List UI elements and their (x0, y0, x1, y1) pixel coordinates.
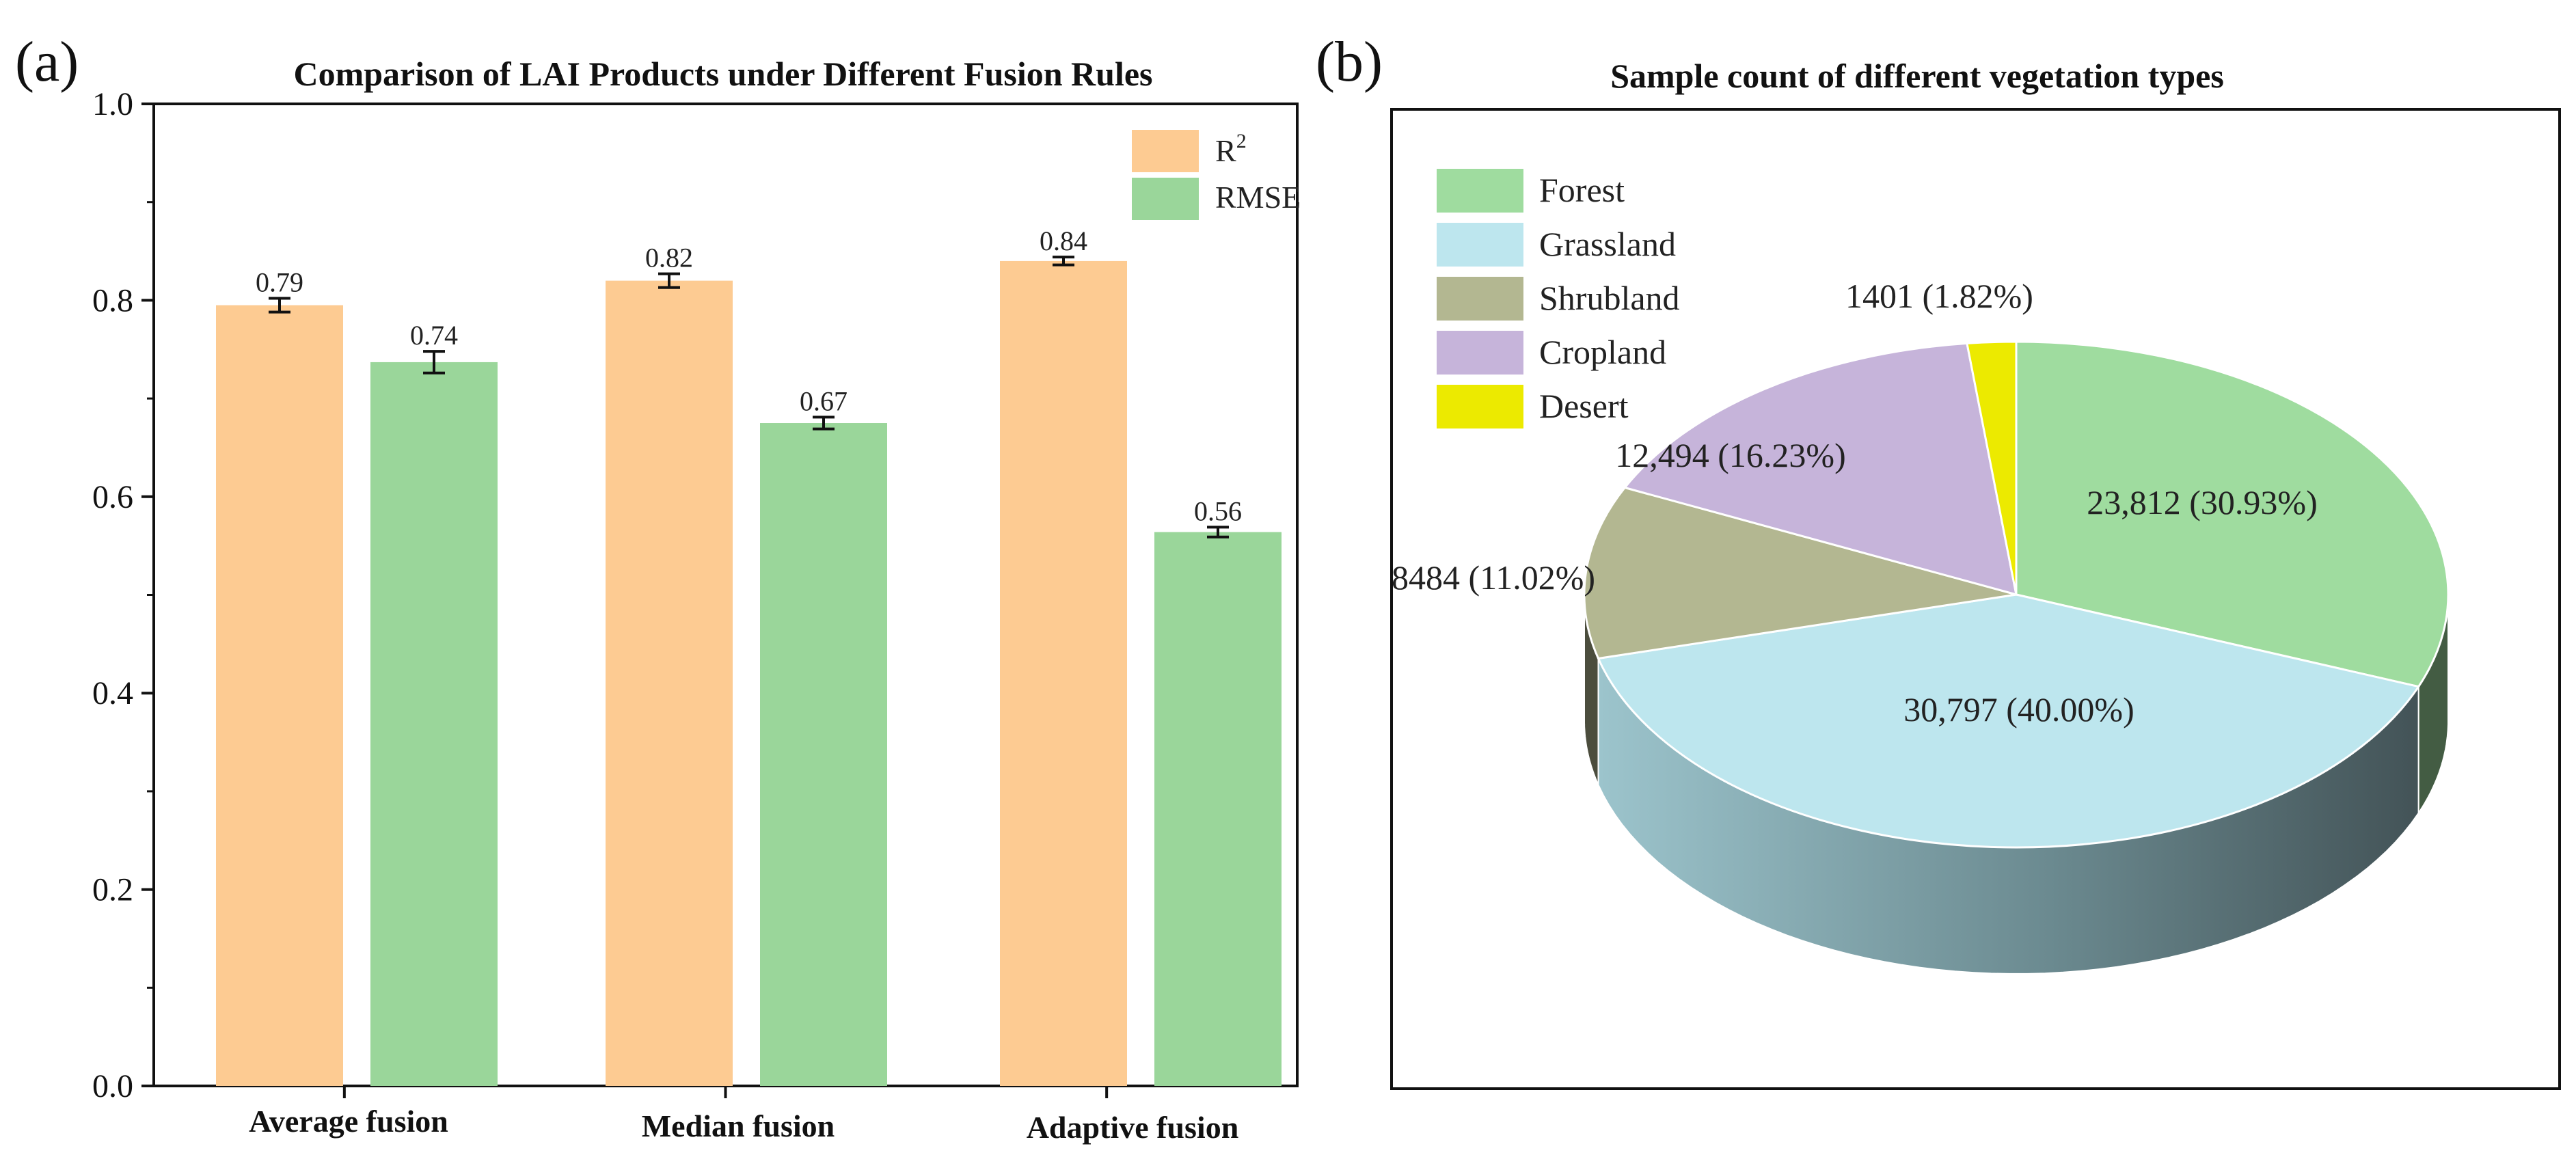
legend-swatch-desert (1437, 385, 1523, 428)
pie-label-desert: 1401 (1.82%) (1845, 277, 2033, 315)
legend-swatch-rmse (1132, 178, 1199, 220)
legend-swatch-r2 (1132, 130, 1199, 172)
pie-label-shrubland: 8484 (11.02%) (1392, 558, 1595, 597)
pie-label-grassland: 30,797 (40.00%) (1903, 690, 2134, 729)
y-tick-label: 0.0 (92, 1068, 133, 1104)
legend-label-shrubland: Shrubland (1539, 279, 1680, 317)
pie-label-forest: 23,812 (30.93%) (2087, 483, 2317, 521)
legend-label-cropland: Cropland (1539, 333, 1666, 371)
pie-tops (1583, 340, 2450, 849)
bar-marks: 0.79 0.74 0.82 0.67 0.84 0.56 (216, 226, 1282, 1087)
x-label-average-fusion: Average fusion (249, 1104, 448, 1139)
bar-r2 (606, 280, 733, 1086)
pie-sides (1584, 595, 2449, 975)
y-tick-label: 0.2 (92, 872, 133, 908)
pie-legend: Forest Grassland Shrubland Cropland Desert (1437, 169, 1680, 428)
legend-swatch-grassland (1437, 223, 1523, 267)
bar-r2 (216, 305, 343, 1087)
panel-label-b: (b) (1316, 30, 1383, 94)
data-label: 0.56 (1194, 495, 1242, 526)
pie-slice-forest (2015, 340, 2450, 688)
x-label-median-fusion: Median fusion (642, 1108, 835, 1143)
legend-label-desert: Desert (1539, 387, 1629, 425)
pie-label-cropland: 12,494 (16.23%) (1615, 436, 1845, 474)
bar-chart: Comparison of LAI Products under Differe… (92, 55, 1301, 1145)
pie-chart: Sample count of different vegetation typ… (1390, 57, 2561, 1090)
bar-legend: R2 RMSE (1132, 130, 1301, 220)
legend-label-grassland: Grassland (1539, 225, 1676, 263)
bar-chart-title: Comparison of LAI Products under Differe… (293, 55, 1152, 93)
bar-r2 (1000, 260, 1127, 1086)
pie-labels: 23,812 (30.93%) 30,797 (40.00%) 8484 (11.0… (1392, 277, 2318, 729)
y-tick-label: 0.6 (92, 479, 133, 515)
bar-rmse (760, 423, 887, 1086)
pie-chart-title: Sample count of different vegetation typ… (1610, 57, 2224, 95)
y-tick-label: 0.4 (92, 675, 133, 711)
pie-slice-shrubland (1583, 486, 2017, 660)
bar-rmse (1154, 532, 1282, 1086)
legend-label-forest: Forest (1539, 171, 1625, 209)
pie-frame (1390, 108, 2561, 1090)
legend-swatch-forest (1437, 169, 1523, 213)
legend-swatch-shrubland (1437, 277, 1523, 321)
pie-slice-cropland (1623, 342, 2018, 597)
legend-label-r2: R2 (1215, 130, 1247, 168)
pie-slice-desert (1966, 340, 2018, 595)
legend-label-rmse: RMSE (1215, 180, 1301, 215)
panel-label-a: (a) (15, 30, 79, 94)
y-tick-label: 0.8 (92, 282, 133, 318)
data-label: 0.84 (1040, 226, 1087, 256)
pie-slice-grassland (1597, 593, 2421, 849)
x-label-adaptive-fusion: Adaptive fusion (1027, 1110, 1239, 1145)
data-label: 0.82 (645, 243, 693, 273)
data-label: 0.67 (800, 385, 848, 416)
data-label: 0.79 (256, 267, 303, 298)
legend-swatch-cropland (1437, 331, 1523, 375)
bar-rmse (370, 362, 498, 1086)
data-label: 0.74 (410, 320, 458, 351)
y-tick-label: 1.0 (92, 86, 133, 122)
bar-x-labels: Average fusion Median fusion Adaptive fu… (249, 1104, 1238, 1145)
